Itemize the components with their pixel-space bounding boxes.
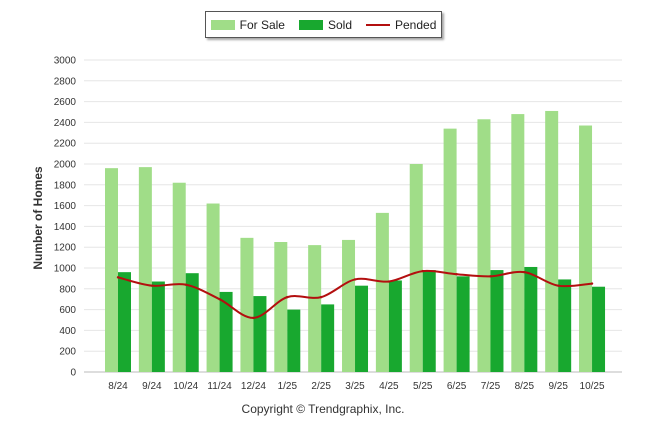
pended-point — [455, 273, 458, 276]
x-tick-label: 10/24 — [173, 381, 198, 392]
pended-point — [421, 269, 424, 273]
y-tick-label: 1400 — [54, 222, 77, 233]
legend-item-sold[interactable]: Sold — [298, 17, 352, 32]
y-tick-label: 2400 — [54, 118, 77, 129]
legend-swatch-for-sale — [210, 19, 235, 30]
bar-for-sale[interactable] — [308, 245, 322, 372]
bar-sold[interactable] — [151, 281, 165, 372]
y-tick-label: 600 — [59, 305, 76, 316]
pended-point — [150, 284, 154, 287]
bar-for-sale[interactable] — [545, 110, 559, 373]
x-tick-label: 1/25 — [278, 381, 298, 392]
x-tick-label: 10/25 — [580, 381, 605, 392]
bar-for-sale[interactable] — [409, 164, 423, 372]
bar-sold[interactable] — [321, 304, 335, 372]
bar-for-sale[interactable] — [443, 128, 457, 372]
legend-item-pended[interactable]: Pended — [366, 18, 436, 32]
legend-swatch-pended — [366, 23, 390, 26]
x-tick-label: 8/24 — [108, 381, 128, 392]
y-tick-label: 200 — [59, 347, 76, 358]
pended-point — [489, 275, 492, 278]
bar-sold[interactable] — [185, 273, 199, 372]
x-tick-label: 3/25 — [345, 381, 365, 392]
bar-for-sale[interactable] — [342, 239, 356, 372]
pended-point — [252, 316, 255, 320]
pended-point — [523, 270, 526, 274]
pended-point — [387, 280, 391, 283]
bar-sold[interactable] — [388, 280, 402, 372]
x-tick-label: 5/25 — [413, 381, 433, 392]
x-tick-label: 7/25 — [481, 381, 501, 392]
bar-for-sale[interactable] — [511, 114, 525, 372]
pended-point — [286, 295, 289, 299]
bar-sold[interactable] — [456, 276, 470, 372]
bar-sold[interactable] — [558, 279, 572, 372]
bar-for-sale[interactable] — [477, 119, 491, 372]
bars — [105, 110, 606, 373]
x-tick-label: 9/24 — [142, 381, 162, 392]
bar-sold[interactable] — [287, 309, 301, 372]
legend-label-pended: Pended — [395, 17, 437, 32]
pended-point — [218, 298, 221, 301]
legend-label-sold: Sold — [327, 17, 352, 32]
y-tick-label: 2200 — [54, 139, 77, 150]
x-tick-label: 4/25 — [379, 381, 399, 392]
x-tick-label: 6/25 — [447, 381, 467, 392]
bar-sold[interactable] — [592, 286, 606, 372]
bar-for-sale[interactable] — [138, 167, 152, 372]
bar-for-sale[interactable] — [579, 125, 593, 373]
bar-sold[interactable] — [118, 272, 131, 372]
x-tick-label: 12/24 — [241, 381, 266, 392]
bar-for-sale[interactable] — [375, 212, 389, 372]
pended-point — [353, 278, 357, 281]
y-tick-label: 1200 — [54, 243, 77, 254]
pended-point — [184, 283, 187, 286]
chart-legend: For Sale Sold Pended — [205, 11, 442, 38]
bar-sold[interactable] — [219, 291, 233, 372]
bar-for-sale[interactable] — [206, 203, 220, 372]
copyright-text: Copyright © Trendgraphix, Inc. — [241, 402, 405, 416]
x-tick-label: 11/24 — [207, 381, 232, 392]
legend-swatch-sold — [298, 19, 323, 30]
x-tick-label: 9/25 — [548, 381, 568, 392]
bar-for-sale[interactable] — [105, 168, 118, 372]
bar-sold[interactable] — [355, 285, 369, 372]
y-tick-label: 2000 — [54, 160, 77, 171]
pended-point — [590, 282, 594, 285]
y-tick-label: 400 — [59, 326, 76, 337]
pended-line-group — [116, 269, 594, 320]
y-tick-label: 2800 — [54, 76, 77, 87]
y-tick-label: 1600 — [54, 201, 77, 212]
bar-for-sale[interactable] — [240, 237, 254, 372]
y-axis-label: Number of Homes — [31, 166, 45, 270]
x-axis-ticks: 8/24 9/24 10/24 11/24 12/24 1/25 2/25 3/25 4/25 5… — [108, 381, 605, 392]
y-tick-label: 800 — [59, 284, 76, 295]
y-tick-label: 3000 — [54, 56, 77, 67]
legend-label-for-sale: For Sale — [239, 17, 285, 32]
y-tick-label: 2600 — [54, 97, 77, 108]
y-tick-label: 1800 — [54, 180, 77, 191]
y-tick-label: 1000 — [54, 264, 77, 275]
pended-point — [116, 276, 120, 279]
x-tick-label: 2/25 — [311, 381, 331, 392]
bar-for-sale[interactable] — [172, 182, 186, 372]
bar-sold[interactable] — [422, 270, 436, 372]
x-tick-label: 8/25 — [515, 381, 535, 392]
bar-sold[interactable] — [524, 266, 538, 372]
bar-sold[interactable] — [490, 270, 504, 372]
bar-sold[interactable] — [253, 296, 267, 372]
bar-for-sale[interactable] — [274, 242, 288, 372]
pended-point — [319, 295, 323, 299]
legend-item-for-sale[interactable]: For Sale — [210, 17, 285, 32]
y-axis-ticks: 0 200 400 600 800 1000 1200 1400 1600 1800 2000 220… — [54, 56, 77, 379]
y-tick-label: 0 — [70, 368, 76, 379]
pended-point — [556, 284, 560, 287]
